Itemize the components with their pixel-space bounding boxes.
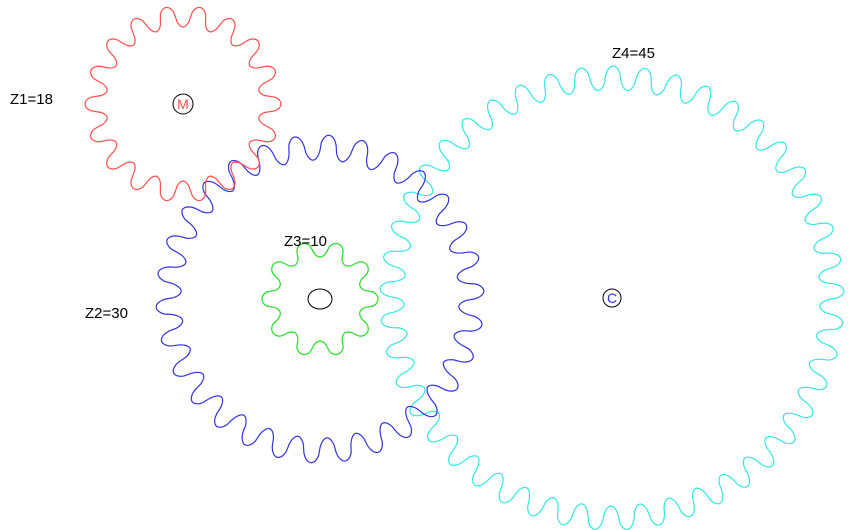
- gear-z1-hub-letter: M: [177, 96, 189, 112]
- gear-z2-teeth: [155, 134, 485, 464]
- gear-z1: M Z1=18: [10, 6, 282, 202]
- gear-z1-label: Z1=18: [10, 91, 53, 108]
- gear-z3-teeth: [261, 242, 379, 356]
- gear-z4-hub-letter: C: [607, 290, 617, 306]
- gear-z3-hub: [307, 288, 333, 310]
- gear-z1-teeth: [84, 6, 282, 202]
- gear-z1-hub: [172, 93, 194, 115]
- gear-z4-hub: [602, 288, 622, 308]
- gear-z4-teeth: [379, 65, 845, 530]
- gear-z3-label: Z3=10: [284, 233, 327, 250]
- gear-z4: C Z4=45: [379, 45, 845, 530]
- gear-z4-label: Z4=45: [612, 45, 655, 62]
- gear-z3: Z3=10: [261, 233, 379, 356]
- gear-z2: Z2=30: [85, 134, 485, 464]
- gear-z2-label: Z2=30: [85, 305, 128, 322]
